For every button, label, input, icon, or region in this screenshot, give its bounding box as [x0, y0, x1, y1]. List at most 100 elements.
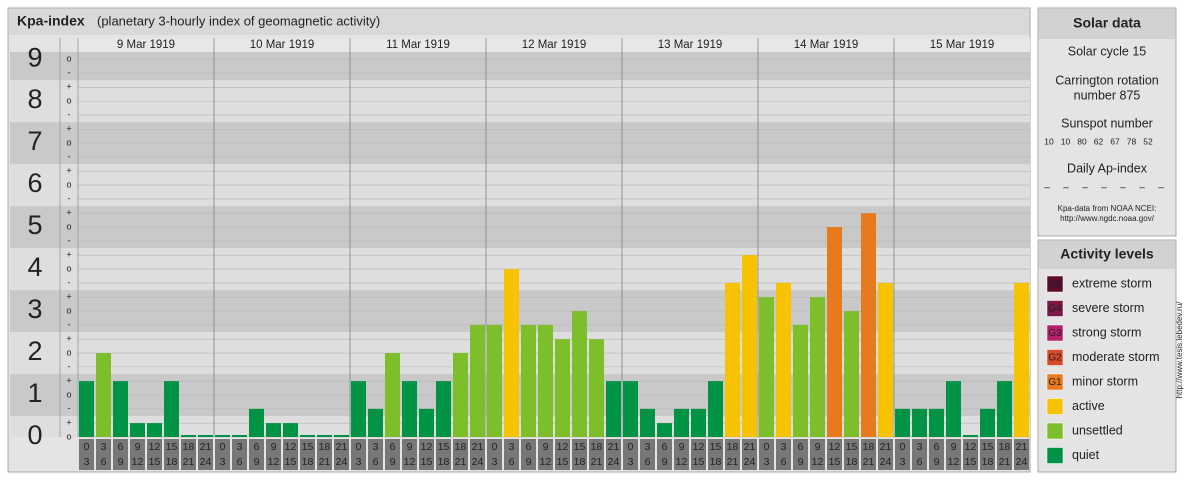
- date-label: 10 Mar 1919: [250, 39, 315, 51]
- bar: [963, 435, 978, 437]
- hour-label: 9: [951, 441, 957, 453]
- hour-box: [895, 439, 910, 470]
- hour-box: [946, 439, 961, 470]
- hour-box: [555, 439, 570, 470]
- sunspot-value: 52: [1143, 136, 1153, 146]
- bar: [453, 353, 468, 437]
- hour-box: [113, 439, 128, 470]
- hour-label: 15: [438, 441, 450, 453]
- bar: [946, 381, 961, 437]
- hour-label: 9: [390, 456, 396, 468]
- hour-label: 24: [336, 456, 348, 468]
- hour-label: 9: [118, 456, 124, 468]
- bar: [810, 297, 825, 437]
- bar: [198, 435, 213, 437]
- sunspot-value: 78: [1127, 136, 1137, 146]
- sunspot-value: 10: [1061, 136, 1071, 146]
- chart-title: Kpa-index: [17, 13, 85, 29]
- minor-tick-label: o: [66, 221, 71, 231]
- hour-box: [810, 439, 825, 470]
- hour-label: 15: [710, 441, 722, 453]
- hour-label: 12: [421, 441, 433, 453]
- bar: [215, 435, 230, 437]
- bar: [470, 324, 485, 437]
- hour-label: 12: [948, 456, 960, 468]
- bar: [623, 381, 638, 437]
- hour-box: [589, 439, 604, 470]
- minor-tick-label: o: [66, 263, 71, 273]
- bar: [657, 423, 672, 437]
- bar: [776, 282, 791, 437]
- bar: [606, 381, 621, 437]
- minor-tick-label: +: [66, 376, 71, 386]
- hour-box: [351, 439, 366, 470]
- title-bar: [9, 9, 1029, 35]
- legend-swatch: [1046, 373, 1064, 391]
- legend-swatch: [1046, 422, 1064, 440]
- hour-label: 18: [591, 441, 603, 453]
- bar: [96, 353, 111, 437]
- hour-label: 9: [798, 456, 804, 468]
- minor-tick-label: +: [66, 166, 71, 176]
- hour-label: 21: [319, 456, 331, 468]
- hour-box: [674, 439, 689, 470]
- bar: [793, 324, 808, 437]
- hour-label: 21: [183, 456, 195, 468]
- bar: [980, 408, 995, 437]
- hour-label: 3: [492, 456, 498, 468]
- carrington: Carrington rotation: [1055, 73, 1159, 87]
- hour-label: 24: [608, 456, 620, 468]
- hour-label: 9: [543, 441, 549, 453]
- bar: [827, 227, 842, 437]
- bar: [334, 435, 349, 437]
- hour-box: [793, 439, 808, 470]
- legend-label: quiet: [1072, 448, 1100, 462]
- hour-label: 18: [319, 441, 331, 453]
- hour-label: 0: [84, 441, 90, 453]
- hour-label: 21: [727, 456, 739, 468]
- hour-label: 3: [220, 456, 226, 468]
- bar: [368, 408, 383, 437]
- hour-label: 12: [132, 456, 144, 468]
- hour-label: 6: [237, 456, 243, 468]
- minor-tick-label: -: [68, 235, 71, 245]
- hour-box: [334, 439, 349, 470]
- hour-label: 18: [166, 456, 178, 468]
- hour-label: 3: [237, 441, 243, 453]
- hour-label: 9: [407, 441, 413, 453]
- sunspot-title: Sunspot number: [1061, 116, 1153, 130]
- minor-tick-label: o: [66, 431, 71, 441]
- hour-box: [827, 439, 842, 470]
- hour-box: [419, 439, 434, 470]
- hour-label: 15: [965, 456, 977, 468]
- hour-box: [640, 439, 655, 470]
- hour-box: [470, 439, 485, 470]
- hour-label: 6: [526, 441, 532, 453]
- bar: [929, 408, 944, 437]
- bar: [640, 408, 655, 437]
- hour-label: 18: [727, 441, 739, 453]
- sunspot-value: 67: [1110, 136, 1120, 146]
- hour-label: 15: [149, 456, 161, 468]
- minor-tick-label: -: [68, 193, 71, 203]
- hour-label: 6: [934, 441, 940, 453]
- bar: [1014, 282, 1029, 437]
- bar: [759, 297, 774, 437]
- ap-value: –: [1158, 183, 1164, 194]
- date-label: 12 Mar 1919: [522, 39, 587, 51]
- hour-label: 24: [880, 456, 892, 468]
- hour-label: 21: [455, 456, 467, 468]
- legend-code: G1: [1048, 377, 1062, 388]
- hour-label: 6: [101, 456, 107, 468]
- bar: [895, 408, 910, 437]
- bar: [266, 423, 281, 437]
- hour-box: [538, 439, 553, 470]
- hour-label: 15: [302, 441, 314, 453]
- hour-label: 9: [254, 456, 260, 468]
- minor-tick-label: +: [66, 250, 71, 260]
- minor-tick-label: +: [66, 82, 71, 92]
- watermark: http://www.tesis.lebedev.ru/: [1175, 301, 1184, 399]
- hour-label: 18: [863, 441, 875, 453]
- hour-box: [1014, 439, 1029, 470]
- hour-box: [300, 439, 315, 470]
